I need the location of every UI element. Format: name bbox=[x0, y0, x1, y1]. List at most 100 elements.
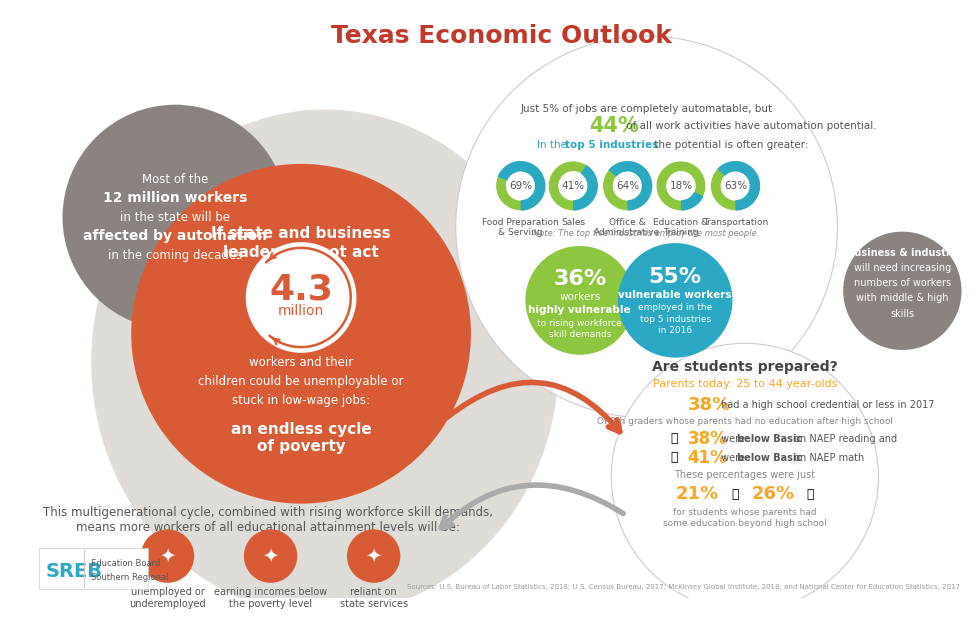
Text: 64%: 64% bbox=[616, 181, 639, 191]
Text: ✦: ✦ bbox=[160, 547, 175, 566]
Text: on NAEP math: on NAEP math bbox=[791, 453, 864, 463]
Text: This multigenerational cycle, combined with rising workforce skill demands,: This multigenerational cycle, combined w… bbox=[43, 506, 493, 519]
Wedge shape bbox=[498, 161, 546, 210]
Text: were: were bbox=[718, 434, 748, 444]
Text: Office &: Office & bbox=[610, 218, 646, 226]
Wedge shape bbox=[681, 192, 704, 210]
Text: 38%: 38% bbox=[688, 429, 727, 448]
Text: in the coming decades: in the coming decades bbox=[108, 249, 242, 262]
Text: 12 million workers: 12 million workers bbox=[103, 191, 247, 205]
Text: on NAEP reading and: on NAEP reading and bbox=[791, 434, 897, 444]
Text: an endless cycle: an endless cycle bbox=[230, 421, 371, 437]
Circle shape bbox=[347, 529, 401, 583]
Text: earning incomes below: earning incomes below bbox=[214, 587, 327, 597]
Circle shape bbox=[843, 231, 961, 350]
Wedge shape bbox=[710, 161, 760, 210]
Text: in 2016: in 2016 bbox=[659, 326, 692, 336]
Text: affected by automation: affected by automation bbox=[83, 230, 268, 244]
Text: These percentages were just: These percentages were just bbox=[674, 470, 815, 480]
Text: Transportation: Transportation bbox=[703, 218, 768, 226]
Text: the poverty level: the poverty level bbox=[229, 599, 313, 609]
Wedge shape bbox=[609, 161, 653, 210]
Text: Southern Regional: Southern Regional bbox=[91, 573, 169, 582]
Text: below Basic: below Basic bbox=[737, 434, 803, 444]
Ellipse shape bbox=[91, 109, 559, 615]
Text: reliant on: reliant on bbox=[350, 587, 397, 597]
Circle shape bbox=[612, 343, 878, 610]
Text: Texas Economic Outlook: Texas Economic Outlook bbox=[331, 24, 672, 48]
Text: 🔢: 🔢 bbox=[806, 487, 813, 500]
Text: skills: skills bbox=[890, 308, 914, 319]
Text: Sales: Sales bbox=[561, 218, 585, 226]
Text: 69%: 69% bbox=[509, 181, 532, 191]
Text: numbers of workers: numbers of workers bbox=[854, 278, 951, 288]
Text: unemployed or: unemployed or bbox=[130, 587, 205, 597]
Text: stuck in low-wage jobs:: stuck in low-wage jobs: bbox=[232, 394, 370, 407]
Text: children could be unemployable or: children could be unemployable or bbox=[198, 375, 404, 388]
Wedge shape bbox=[717, 161, 760, 210]
Text: ✦: ✦ bbox=[366, 547, 382, 566]
Text: 38%: 38% bbox=[688, 396, 731, 415]
Circle shape bbox=[525, 246, 634, 355]
Text: Sources: U.S. Bureau of Labor Statistics, 2018; U.S. Census Bureau, 2017; McKins: Sources: U.S. Bureau of Labor Statistics… bbox=[407, 584, 959, 590]
Text: in the state will be: in the state will be bbox=[121, 211, 230, 224]
Circle shape bbox=[456, 36, 838, 418]
Text: workers and their: workers and their bbox=[249, 356, 353, 369]
Wedge shape bbox=[657, 161, 706, 210]
Text: million: million bbox=[278, 304, 324, 318]
Text: 18%: 18% bbox=[669, 181, 693, 191]
Text: 41%: 41% bbox=[688, 449, 727, 467]
Text: Education Board: Education Board bbox=[91, 559, 161, 568]
Text: In the: In the bbox=[537, 140, 570, 150]
Text: SREB: SREB bbox=[45, 562, 102, 581]
Text: Administrative: Administrative bbox=[595, 228, 661, 237]
Text: If state and business: If state and business bbox=[212, 226, 391, 241]
Circle shape bbox=[63, 105, 288, 330]
Wedge shape bbox=[603, 161, 653, 210]
Wedge shape bbox=[496, 161, 546, 210]
Text: employed in the: employed in the bbox=[638, 304, 712, 312]
Text: state services: state services bbox=[340, 599, 408, 609]
Text: will need increasing: will need increasing bbox=[854, 263, 951, 273]
Text: & Serving: & Serving bbox=[498, 228, 543, 237]
Text: 55%: 55% bbox=[649, 267, 702, 288]
Text: Parents today: 25 to 44 year-olds: Parents today: 25 to 44 year-olds bbox=[653, 379, 837, 389]
Text: highly vulnerable: highly vulnerable bbox=[528, 305, 631, 315]
Text: of all work activities have automation potential.: of all work activities have automation p… bbox=[622, 121, 876, 131]
Text: Food Preparation: Food Preparation bbox=[482, 218, 559, 226]
Text: Of 8th graders whose parents had no education after high school: Of 8th graders whose parents had no educ… bbox=[597, 417, 893, 426]
Text: Most of the: Most of the bbox=[142, 173, 209, 186]
Text: had a high school credential or less in 2017: had a high school credential or less in … bbox=[721, 400, 935, 410]
Text: the potential is often greater:: the potential is often greater: bbox=[652, 140, 808, 150]
Text: 4.3: 4.3 bbox=[270, 273, 333, 307]
Circle shape bbox=[618, 243, 732, 358]
Text: below Basic: below Basic bbox=[737, 453, 803, 463]
Text: skill demands: skill demands bbox=[549, 330, 611, 339]
Text: Business & industry: Business & industry bbox=[848, 247, 957, 258]
FancyBboxPatch shape bbox=[38, 549, 148, 589]
Text: 📖: 📖 bbox=[732, 487, 739, 500]
Text: Just 5% of jobs are completely automatable, but: Just 5% of jobs are completely automatab… bbox=[520, 104, 772, 115]
Wedge shape bbox=[548, 161, 598, 210]
Text: 44%: 44% bbox=[589, 116, 639, 136]
Text: of poverty: of poverty bbox=[257, 439, 346, 454]
Text: underemployed: underemployed bbox=[129, 599, 206, 609]
Text: Education &: Education & bbox=[654, 218, 709, 226]
Text: some education beyond high school: some education beyond high school bbox=[663, 519, 827, 528]
Text: 36%: 36% bbox=[553, 270, 607, 289]
Text: workers: workers bbox=[560, 291, 601, 302]
Text: vulnerable workers: vulnerable workers bbox=[618, 289, 732, 300]
Circle shape bbox=[244, 529, 297, 583]
Text: Note: The top five industries employ the most people.: Note: The top five industries employ the… bbox=[533, 229, 760, 238]
Text: 📖: 📖 bbox=[670, 433, 678, 445]
Circle shape bbox=[141, 529, 194, 583]
Circle shape bbox=[131, 164, 471, 503]
Text: were: were bbox=[718, 453, 748, 463]
Text: Training: Training bbox=[663, 228, 699, 237]
Text: for students whose parents had: for students whose parents had bbox=[673, 508, 816, 516]
Text: means more workers of all educational attainment levels will be:: means more workers of all educational at… bbox=[75, 521, 460, 534]
Wedge shape bbox=[573, 165, 598, 210]
Text: 🔢: 🔢 bbox=[670, 451, 678, 465]
Text: leaders do not act: leaders do not act bbox=[223, 245, 379, 260]
Text: top 5 industries: top 5 industries bbox=[640, 315, 710, 324]
